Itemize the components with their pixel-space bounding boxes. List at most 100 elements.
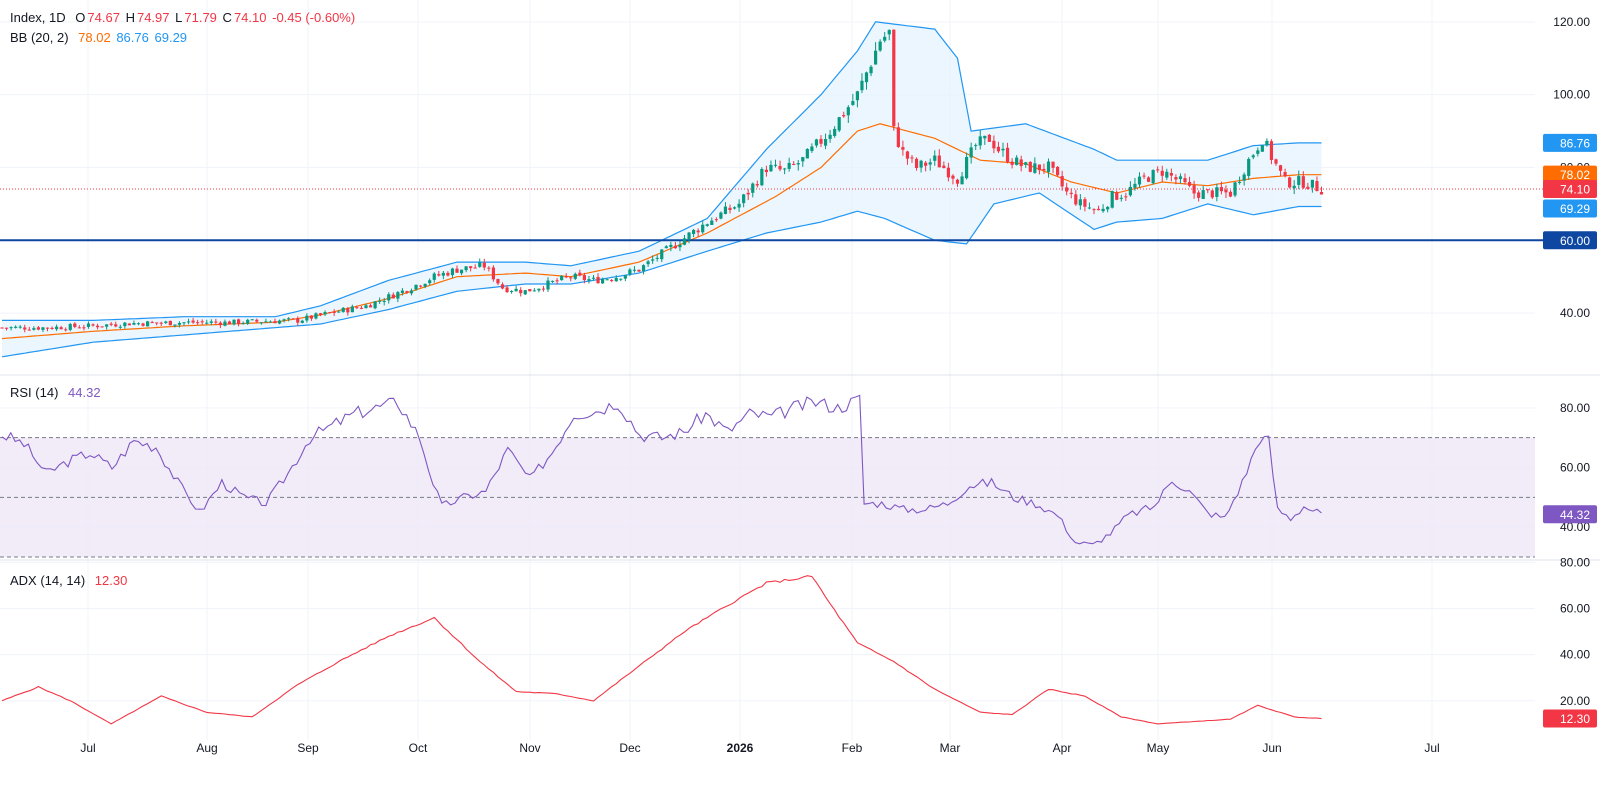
candle-body[interactable] <box>541 288 546 290</box>
candle-body[interactable] <box>519 289 523 294</box>
candle-body[interactable] <box>177 322 182 325</box>
candle-body[interactable] <box>1092 209 1096 211</box>
candle-body[interactable] <box>860 80 864 91</box>
candle-body[interactable] <box>546 280 550 290</box>
candle-body[interactable] <box>692 229 696 235</box>
candle-body[interactable] <box>833 128 837 136</box>
candle-body[interactable] <box>1297 176 1301 185</box>
candle-body[interactable] <box>914 158 919 169</box>
candle-body[interactable] <box>155 322 159 324</box>
candle-body[interactable] <box>655 257 659 259</box>
candle-body[interactable] <box>1101 208 1105 212</box>
candle-body[interactable] <box>200 321 204 323</box>
candle-body[interactable] <box>59 327 63 330</box>
candle-body[interactable] <box>159 322 163 324</box>
candle-body[interactable] <box>91 324 95 326</box>
candle-body[interactable] <box>632 269 637 271</box>
candle-body[interactable] <box>350 306 354 313</box>
candle-body[interactable] <box>287 318 291 320</box>
candle-body[interactable] <box>951 175 955 179</box>
candle-body[interactable] <box>760 168 764 186</box>
candle-body[interactable] <box>323 312 327 315</box>
candle-body[interactable] <box>569 277 573 279</box>
candle-body[interactable] <box>1160 170 1164 176</box>
candle-body[interactable] <box>582 275 586 281</box>
candle-body[interactable] <box>564 276 568 278</box>
candle-body[interactable] <box>95 325 100 328</box>
candle-body[interactable] <box>259 322 263 324</box>
candle-body[interactable] <box>1015 157 1019 165</box>
candle-body[interactable] <box>268 321 273 323</box>
candle-body[interactable] <box>796 163 800 165</box>
candle-body[interactable] <box>36 327 40 330</box>
candle-body[interactable] <box>610 280 614 282</box>
candle-body[interactable] <box>810 146 814 151</box>
candle-body[interactable] <box>291 318 295 320</box>
candle-body[interactable] <box>32 328 36 330</box>
candle-body[interactable] <box>614 277 618 282</box>
candle-body[interactable] <box>905 151 910 159</box>
candle-body[interactable] <box>414 284 418 290</box>
candle-body[interactable] <box>1074 194 1078 205</box>
candle-body[interactable] <box>801 157 805 162</box>
candle-body[interactable] <box>1265 140 1269 146</box>
candle-body[interactable] <box>1238 181 1242 183</box>
candle-body[interactable] <box>359 307 364 309</box>
candle-body[interactable] <box>446 272 450 276</box>
candle-body[interactable] <box>550 280 555 282</box>
candle-body[interactable] <box>473 267 477 269</box>
candle-body[interactable] <box>737 203 741 208</box>
candle-body[interactable] <box>1242 174 1246 181</box>
candle-body[interactable] <box>150 322 154 324</box>
candle-body[interactable] <box>883 36 887 41</box>
candle-body[interactable] <box>978 136 982 146</box>
candle-body[interactable] <box>555 280 559 282</box>
candle-body[interactable] <box>732 207 737 209</box>
candle-body[interactable] <box>828 134 832 139</box>
candle-body[interactable] <box>264 321 268 323</box>
candle-body[interactable] <box>1087 207 1092 209</box>
candle-body[interactable] <box>182 322 186 324</box>
candle-body[interactable] <box>778 165 782 170</box>
candle-body[interactable] <box>1046 161 1051 172</box>
candle-body[interactable] <box>318 313 323 315</box>
candle-body[interactable] <box>464 266 468 271</box>
candle-body[interactable] <box>396 292 400 299</box>
candle-body[interactable] <box>696 230 700 233</box>
candle-body[interactable] <box>792 163 796 165</box>
candle-body[interactable] <box>596 277 600 284</box>
candle-body[interactable] <box>1233 182 1237 196</box>
candle-body[interactable] <box>764 169 768 173</box>
candle-body[interactable] <box>1001 148 1005 151</box>
candle-body[interactable] <box>296 318 300 323</box>
candle-body[interactable] <box>432 273 436 280</box>
candle-body[interactable] <box>1169 172 1173 176</box>
candle-body[interactable] <box>619 278 623 280</box>
candle-body[interactable] <box>0 327 4 329</box>
candle-body[interactable] <box>669 244 673 247</box>
candle-body[interactable] <box>1206 189 1210 191</box>
candle-body[interactable] <box>1042 168 1046 171</box>
candle-body[interactable] <box>364 305 368 309</box>
candle-body[interactable] <box>1301 176 1305 188</box>
candle-body[interactable] <box>1274 159 1278 164</box>
candle-body[interactable] <box>168 320 172 326</box>
candle-body[interactable] <box>1051 161 1055 168</box>
candle-body[interactable] <box>874 50 878 65</box>
candle-body[interactable] <box>209 321 213 323</box>
candle-body[interactable] <box>300 320 304 323</box>
candle-body[interactable] <box>823 139 828 146</box>
candle-body[interactable] <box>1078 199 1082 206</box>
candle-body[interactable] <box>496 279 500 284</box>
candle-body[interactable] <box>1201 190 1205 199</box>
candle-body[interactable] <box>587 279 591 281</box>
candle-body[interactable] <box>924 162 928 166</box>
candle-body[interactable] <box>100 326 104 328</box>
candle-body[interactable] <box>728 207 732 210</box>
candle-body[interactable] <box>1247 158 1251 176</box>
candle-body[interactable] <box>1056 166 1060 176</box>
candle-body[interactable] <box>368 305 373 308</box>
candle-body[interactable] <box>282 319 286 321</box>
candle-body[interactable] <box>232 319 236 325</box>
candle-body[interactable] <box>309 315 313 319</box>
